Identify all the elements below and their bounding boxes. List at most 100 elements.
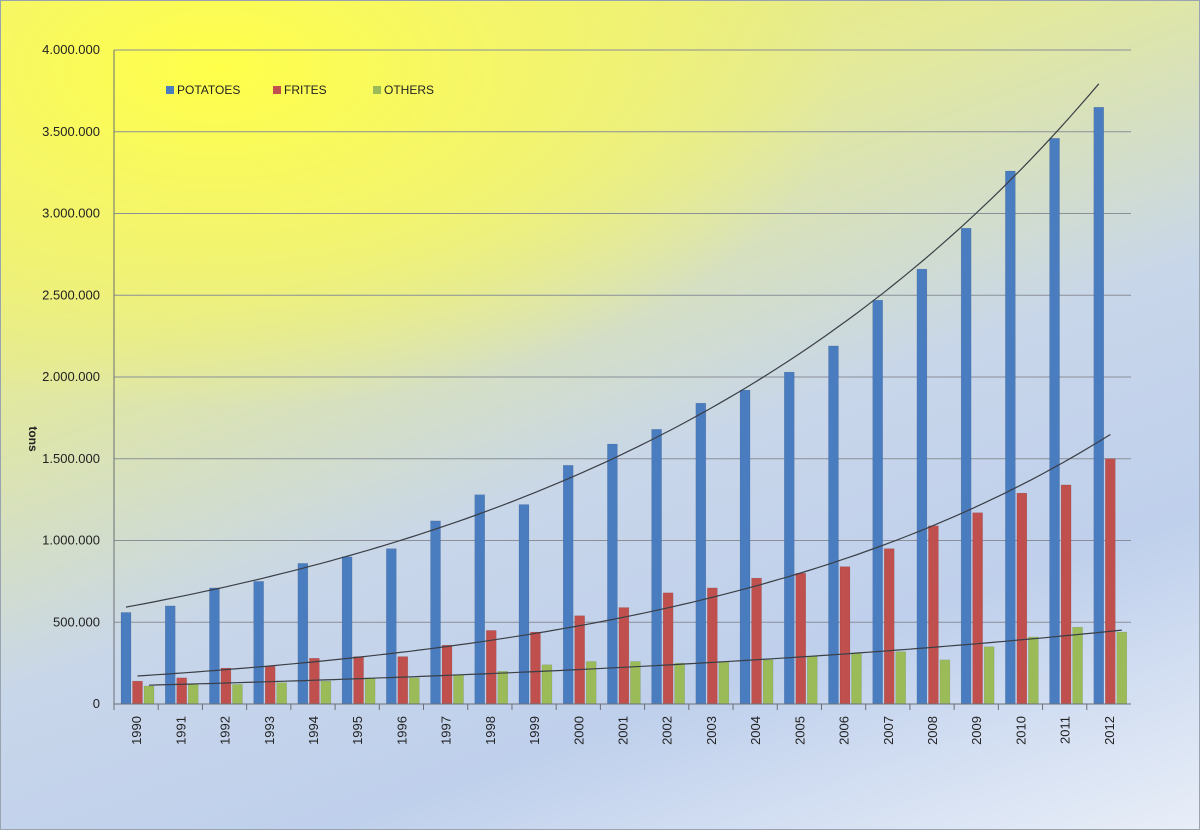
bar-others <box>939 659 951 705</box>
bar-frites <box>309 657 320 705</box>
bar-potatoes <box>695 402 707 705</box>
bar-potatoes <box>607 443 618 705</box>
bar-potatoes <box>562 465 574 705</box>
bar-potatoes <box>1005 170 1016 705</box>
bar-frites <box>751 577 762 705</box>
bar-potatoes <box>164 605 176 705</box>
bar-others <box>453 674 464 705</box>
x-tick-label: 2008 <box>925 716 940 745</box>
x-tick-label: 2007 <box>881 716 896 745</box>
x-tick-label: 2000 <box>571 716 586 745</box>
bar-others <box>276 682 287 705</box>
bar-frites <box>353 656 364 705</box>
x-tick-label: 2004 <box>748 716 763 745</box>
bar-others <box>585 661 597 705</box>
y-tick-label: 500.000 <box>53 614 100 629</box>
bar-others <box>232 684 243 705</box>
bar-frites <box>928 525 939 705</box>
bar-others <box>983 646 995 705</box>
trendline-others <box>148 629 1122 686</box>
bars <box>120 106 1128 705</box>
bar-potatoes <box>386 548 397 705</box>
bar-potatoes <box>916 268 928 705</box>
x-tick-label: 2003 <box>704 716 719 745</box>
axes: 0 500.000 1.000.000 1.500.000 2.000.000 2.500… <box>42 42 1131 745</box>
y-tick-label: 3.000.000 <box>42 206 100 221</box>
bar-potatoes <box>209 587 220 705</box>
bar-others <box>851 653 862 705</box>
bar-frites <box>839 566 851 705</box>
x-tick-label: 2012 <box>1102 716 1117 745</box>
legend-label-frites: FRITES <box>284 83 327 97</box>
bar-frites <box>220 667 232 705</box>
bar-potatoes <box>474 494 485 705</box>
bar-frites <box>397 656 409 705</box>
bar-others <box>364 677 376 705</box>
y-tick-label: 4.000.000 <box>42 42 100 57</box>
y-tick-label: 2.000.000 <box>42 369 100 384</box>
legend-swatch-frites <box>273 86 281 94</box>
bar-others <box>807 656 818 705</box>
bar-potatoes <box>518 504 530 705</box>
x-tick-label: 1993 <box>262 716 277 745</box>
bar-frites <box>176 677 187 705</box>
x-tick-label: 2011 <box>1058 716 1073 744</box>
bar-potatoes <box>784 371 795 705</box>
x-tick-label: 1995 <box>350 716 365 745</box>
bar-others <box>1116 631 1128 705</box>
bar-potatoes <box>1093 106 1105 705</box>
x-tick-label: 1997 <box>439 716 454 745</box>
x-tick-label: 1998 <box>483 716 498 745</box>
bar-others <box>409 677 420 705</box>
y-axis-label: tons <box>26 426 40 452</box>
trendlines <box>125 83 1122 686</box>
x-tick-label: 2009 <box>969 716 984 745</box>
bar-others <box>143 685 155 705</box>
x-tick-label: 2001 <box>616 716 631 745</box>
bar-potatoes <box>960 227 972 705</box>
bar-others <box>895 651 906 705</box>
bar-others <box>718 661 730 705</box>
y-tick-label: 3.500.000 <box>42 124 100 139</box>
bar-others <box>630 661 641 705</box>
bar-frites <box>707 587 718 705</box>
bar-frites <box>972 512 983 705</box>
bar-potatoes <box>341 556 353 705</box>
bar-frites <box>1016 492 1028 705</box>
bar-potatoes <box>872 299 883 705</box>
y-tick-label: 1.500.000 <box>42 451 100 466</box>
bar-potatoes <box>253 581 264 705</box>
y-tick-label: 2.500.000 <box>42 287 100 302</box>
legend-label-potatoes: POTATOES <box>177 83 240 97</box>
x-tick-label: 1999 <box>527 716 542 745</box>
bar-others <box>1028 636 1039 705</box>
legend: POTATOES FRITES OTHERS <box>166 83 434 97</box>
bar-potatoes <box>297 563 309 705</box>
bar-others <box>674 662 685 705</box>
bar-frites <box>618 607 630 705</box>
bar-others <box>1072 626 1083 705</box>
trendline-potatoes <box>125 83 1100 608</box>
bar-frites <box>662 592 674 705</box>
bar-frites <box>441 644 453 705</box>
x-tick-label: 2006 <box>837 716 852 745</box>
bar-potatoes <box>120 612 132 705</box>
legend-swatch-others <box>373 86 381 94</box>
x-tick-label: 2005 <box>792 716 807 745</box>
bar-frites <box>264 666 276 705</box>
bar-potatoes <box>828 345 839 705</box>
bar-frites <box>795 572 807 705</box>
bar-frites <box>132 680 143 705</box>
x-tick-label: 1991 <box>173 716 188 745</box>
y-tick-label: 0 <box>93 696 100 711</box>
bar-frites <box>530 631 541 705</box>
bar-others <box>497 671 508 705</box>
gridlines <box>114 49 1131 705</box>
legend-label-others: OTHERS <box>384 83 434 97</box>
x-tick-label: 1990 <box>129 716 144 745</box>
bar-potatoes <box>1049 138 1060 705</box>
bar-others <box>187 684 199 705</box>
x-tick-label: 2002 <box>660 716 675 745</box>
